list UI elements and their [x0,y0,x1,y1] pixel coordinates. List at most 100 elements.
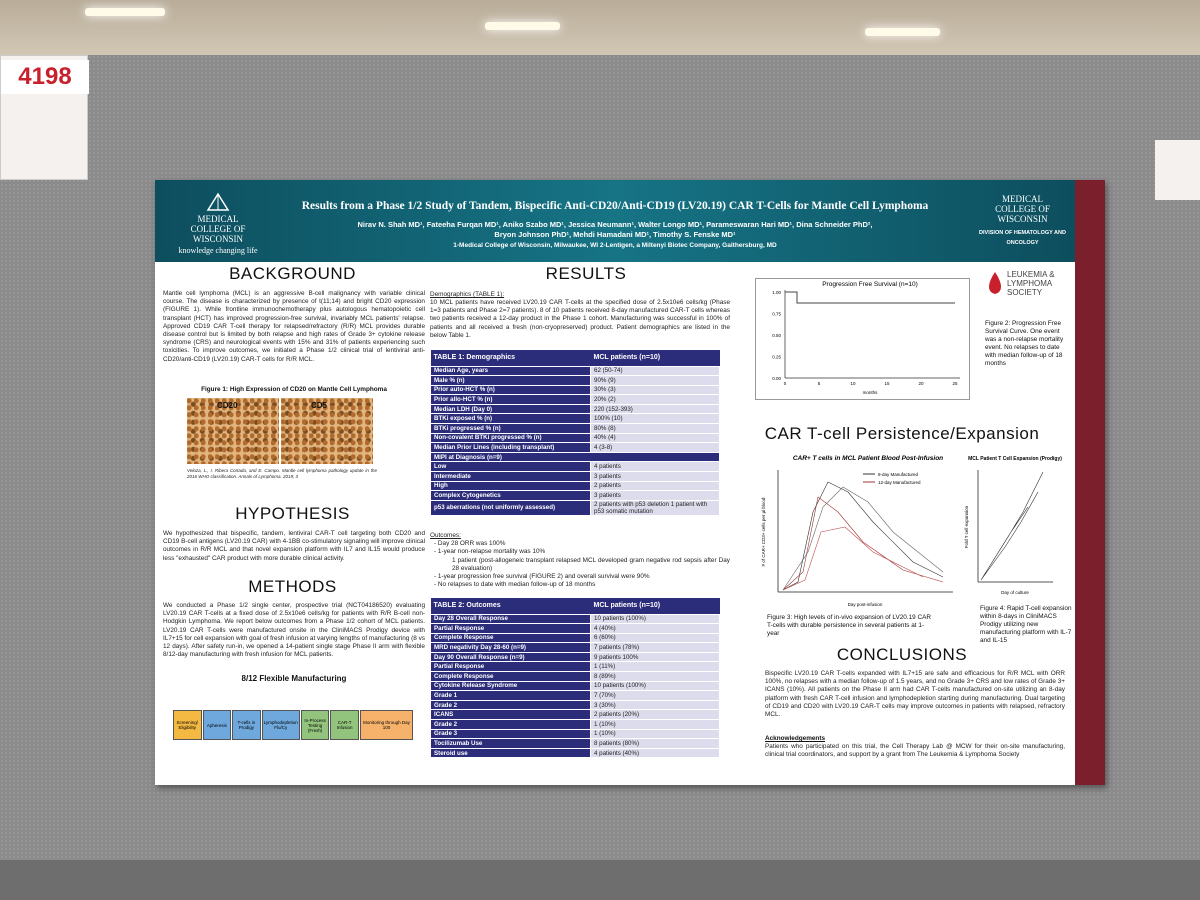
table-cell: Grade 2 [430,699,591,711]
section-heading: CAR T-cell Persistence/Expansion [764,424,1040,443]
authors: Nirav N. Shah MD¹, Fateeha Furqan MD¹, A… [270,220,960,240]
histology-image: CD5 [281,398,373,464]
table-row: Non-covalent BTKi progressed % (n) 40% (4… [430,432,720,444]
table-header-row: TABLE 2: Outcomes MCL patients (n=10) [430,598,720,614]
lls-logo [989,272,1001,294]
x-tick-label: 25 [952,381,958,386]
table-row: BTKi progressed % (n) 80% (8) [430,423,720,434]
table-row: Tocilizumab Use 8 patients (80%) [430,738,720,749]
poster: MEDICAL COLLEGE OF WISCONSIN knowledge c… [155,180,1105,785]
table-row: Low 4 patients [430,461,720,473]
table-cell: Non-covalent BTKi progressed % (n) [430,432,591,444]
table-cell: 7 (70%) [590,690,720,701]
table-cell: 2 patients with p53 deletion 1 patient w… [590,499,720,516]
table-header-row: TABLE 1: Demographics MCL patients (n=10) [430,350,720,366]
timeline-step: CAR-T Infusion [330,710,359,740]
table-cell: Complete Response [430,632,591,644]
ceiling-light [85,8,165,16]
table-cell: Male % (n) [430,375,591,386]
timeline-step: Lymphodepletion Flu/Cy [261,710,300,740]
table-cell: Partial Response [430,661,591,673]
persistence-charts: CAR+ T cells in MCL Patient Blood Post-I… [761,455,1062,607]
paragraph: 10 MCL patients have received LV20.19 CA… [430,299,730,339]
panel-label: CD5 [311,401,328,410]
table-cell: 30% (3) [590,384,720,396]
logo-left: MEDICAL COLLEGE OF WISCONSIN knowledge c… [173,190,263,256]
poster-number: 4198 [1,60,89,94]
table-cell: 6 (60%) [590,632,720,644]
table-row: Median Age, years 62 (50-74) [430,365,720,377]
paragraph: Patients who participated on this trial,… [765,743,1065,759]
table-cell: 40% (4) [590,432,720,444]
table-cell: 100% (10) [590,413,720,425]
expansion-lines [980,471,1044,581]
table-row: Steroid use 4 patients (40%) [430,747,720,759]
table-row: Median Prior Lines (including transplant… [430,442,720,453]
axis-label: # of CAR+ CD3+ cells per µl blood [761,497,766,566]
timeline-step: In-Process Testing (Fresh) [300,710,330,740]
outcome-item: - 1-year progression free survival (FIGU… [434,573,650,581]
table-cell: 62 (50-74) [590,365,720,377]
x-tick-label: 0 [784,381,787,386]
table-cell: Day 28 Overall Response [430,613,591,625]
table-header-cell: MCL patients (n=10) [590,350,720,366]
header-band: MEDICAL COLLEGE OF WISCONSIN knowledge c… [155,180,1075,262]
table-cell: Median Age, years [430,365,591,377]
author-line: Bryon Johnson PhD¹, Mehdi Hamadani MD¹, … [494,230,736,239]
floor [0,860,1200,900]
demographics-table: TABLE 1: Demographics MCL patients (n=10)… [430,350,720,516]
x-tick-label: 5 [818,381,821,386]
y-tick-label: 0.25 [772,355,781,360]
table-row: ICANS 2 patients (20%) [430,709,720,721]
ceiling-light [865,28,940,36]
panel-label: CD20 [217,401,238,410]
y-tick-label: 0.75 [772,312,781,317]
table-cell: Prior auto-HCT % (n) [430,384,591,396]
table-header-cell: MCL patients (n=10) [590,598,720,614]
affiliations: 1-Medical College of Wisconsin, Milwauke… [453,242,777,249]
table-cell: MIPI at Diagnosis (n=9) [430,451,720,463]
table-cell: Low [430,461,591,473]
figure-caption: Figure 1: High Expression of CD20 on Man… [201,386,387,393]
y-tick-label: 0.00 [772,376,781,381]
patient-line [782,526,924,591]
y-tick-label: 0.50 [772,333,781,338]
table-row: Day 28 Overall Response 10 patients (100%… [430,613,720,625]
table-cell: Day 90 Overall Response (n=9) [430,651,591,663]
poster-title: Results from a Phase 1/2 Study of Tandem… [301,200,929,212]
section-heading: METHODS [248,577,337,596]
logo-right: MEDICAL COLLEGE OF WISCONSIN DIVISION OF… [975,194,1070,248]
table-cell: Grade 3 [430,728,591,740]
axis-label: Day of culture [1001,590,1029,595]
table-row: High 2 patients [430,480,720,492]
table-cell: 9 patients 100% [590,651,720,663]
table-header-cell: TABLE 2: Outcomes [430,598,591,614]
table-cell: Complete Response [430,671,591,682]
outcome-subitem: 1 patient (post-allogeneic transplant re… [452,556,730,572]
table-row: Male % (n) 90% (9) [430,375,720,386]
table-cell: ICANS [430,709,591,721]
table-row: Cytokine Release Syndrome 10 patients (10… [430,680,720,692]
table-cell: 2 patients (20%) [590,709,720,721]
table-row: MIPI at Diagnosis (n=9) [430,451,720,463]
table-cell: 7 patients (78%) [590,642,720,653]
timeline-step: Monitoring through Day 100 [359,710,414,740]
axis-label: months [863,390,879,395]
figure-caption: Figure 3: High levels of in-vivo expansi… [767,614,931,637]
table-cell: 3 patients [590,490,720,501]
figure-caption: Figure 4: Rapid T-cell expansion within … [980,605,1072,644]
timeline-step: Screening/ Eligibility [173,710,202,740]
axis-label: Day post-infusion [848,602,883,607]
patient-line [782,481,944,591]
poster-number-sign: 4198 [0,55,89,180]
table-cell: Cytokine Release Syndrome [430,680,591,692]
table-cell: 10 patients (100%) [590,613,720,625]
subheading: 8/12 Flexible Manufacturing [241,674,347,683]
logo-text: MEDICAL COLLEGE OF WISCONSIN [190,214,246,244]
pfs-chart: Progression Free Survival (n=10) 1.00 0.75… [755,278,970,400]
label: Outcomes: [430,532,461,539]
section-heading: CONCLUSIONS [836,645,968,664]
timeline-step: Apheresis [202,710,232,740]
